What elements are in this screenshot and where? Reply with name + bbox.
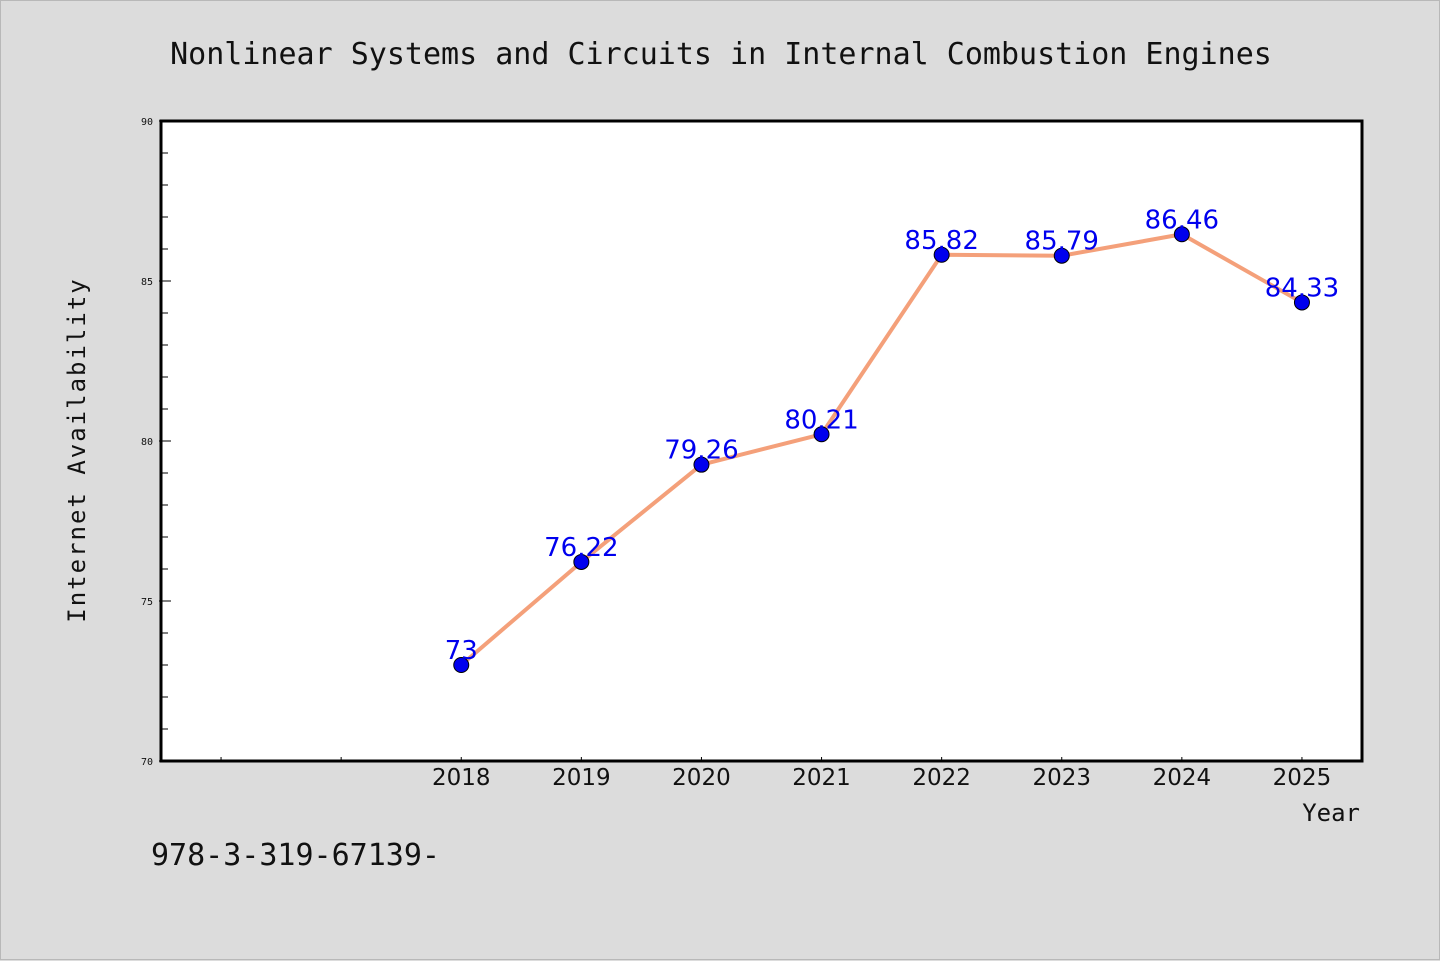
data-label: 73 — [445, 636, 478, 666]
data-labels: 73 76.22 79.26 80.21 85.82 85.79 86.46 84.33 — [445, 205, 1339, 666]
data-point — [1173, 226, 1190, 243]
data-label: 79.26 — [664, 436, 738, 466]
data-point — [573, 553, 590, 570]
x-tick-label: 2018 — [432, 765, 491, 791]
x-axis: 2018 2019 2020 2021 2022 2023 2024 2025 — [220, 757, 1332, 791]
plot-frame — [159, 119, 1364, 763]
x-tick-label: 2025 — [1273, 765, 1332, 791]
data-point — [453, 657, 470, 673]
data-label: 76.22 — [544, 533, 618, 563]
y-tick-label: 85 — [141, 277, 153, 288]
x-tick-label: 2019 — [552, 765, 611, 791]
data-label: 86.46 — [1145, 205, 1219, 235]
chart-title: Nonlinear Systems and Circuits in Intern… — [170, 37, 1272, 72]
data-label: 85.79 — [1025, 227, 1099, 257]
data-point — [813, 426, 830, 443]
x-tick-label: 2020 — [672, 765, 731, 791]
y-tick-label: 80 — [141, 437, 153, 448]
x-tick-label: 2021 — [792, 765, 851, 791]
y-tick-label: 75 — [141, 597, 153, 608]
y-axis-title: Internet Availability — [63, 277, 91, 622]
data-point — [693, 456, 710, 473]
data-series — [453, 226, 1310, 673]
x-axis-title: Year — [1302, 799, 1360, 827]
data-label: 80.21 — [784, 405, 858, 435]
y-tick-label: 90 — [141, 117, 153, 128]
data-point — [1053, 247, 1070, 264]
data-label: 85.82 — [904, 226, 978, 256]
isbn-footer: 978-3-319-67139- — [151, 838, 440, 873]
data-point — [1293, 294, 1310, 311]
x-tick-label: 2023 — [1032, 765, 1091, 791]
data-label: 84.33 — [1265, 273, 1339, 303]
data-point — [933, 246, 950, 263]
y-tick-label: 70 — [141, 757, 153, 768]
x-tick-label: 2024 — [1153, 765, 1212, 791]
series-line — [459, 232, 1304, 667]
plot-area — [161, 121, 1362, 761]
x-tick-label: 2022 — [912, 765, 971, 791]
